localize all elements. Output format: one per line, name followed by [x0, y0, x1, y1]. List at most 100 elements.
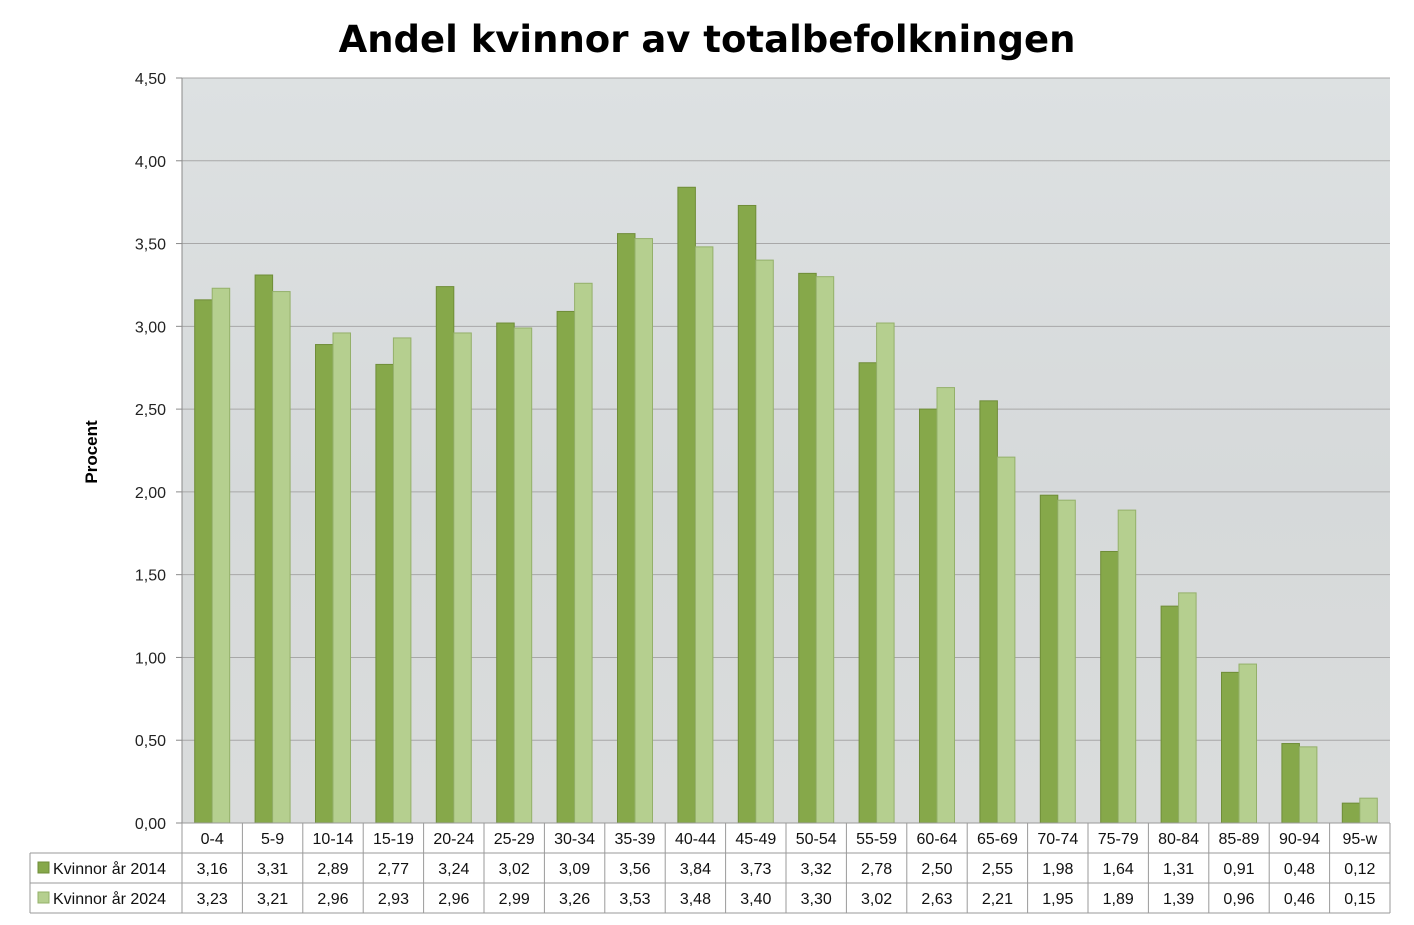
bar-series2-75-79 — [1117, 509, 1137, 824]
table-cell: 2,55 — [982, 861, 1013, 878]
bar-series1-60-64 — [919, 408, 938, 824]
category-label: 95-w — [1342, 831, 1377, 848]
category-label: 75-79 — [1098, 831, 1139, 848]
bar-series2-40-44 — [694, 246, 714, 824]
bar-series1-25-29 — [496, 322, 515, 824]
bar-series1-50-54 — [798, 272, 817, 824]
category-label: 30-34 — [554, 831, 595, 848]
table-cell: 2,78 — [861, 861, 892, 878]
y-tick-label: 3,50 — [135, 237, 166, 254]
y-tick-label: 0,00 — [135, 816, 166, 833]
table-cell: 1,64 — [1103, 861, 1134, 878]
table-cell: 3,26 — [559, 891, 590, 908]
table-cell: 2,89 — [317, 861, 348, 878]
y-tick-label: 1,50 — [135, 568, 166, 585]
bar-series2-50-54 — [815, 276, 835, 824]
table-cell: 2,77 — [378, 861, 409, 878]
table-cell: 2,99 — [499, 891, 530, 908]
category-label: 40-44 — [675, 831, 716, 848]
category-label: 80-84 — [1158, 831, 1199, 848]
bar-series1-35-39 — [617, 233, 636, 824]
bar-series1-5-9 — [254, 274, 274, 824]
y-tick-label: 1,00 — [135, 650, 166, 667]
table-cell: 3,30 — [801, 891, 832, 908]
category-label: 15-19 — [373, 831, 414, 848]
table-cell: 0,46 — [1284, 891, 1315, 908]
category-label: 35-39 — [615, 831, 656, 848]
y-axis: 0,00 0,50 1,00 1,50 2,00 2,50 3,00 3,50 4,00 4,50 — [135, 71, 183, 833]
bar-series2-55-59 — [876, 322, 895, 824]
y-tick-label: 2,50 — [135, 402, 166, 419]
table-cell: 1,31 — [1163, 861, 1194, 878]
legend-label: Kvinnor år 2024 — [53, 890, 166, 908]
table-cell: 3,53 — [619, 891, 650, 908]
legend-label: Kvinnor år 2014 — [53, 860, 166, 878]
bar-series1-55-59 — [858, 362, 878, 824]
bar-series2-95-w — [1359, 797, 1378, 824]
y-tick-label: 4,00 — [135, 154, 166, 171]
table-cell: 0,96 — [1223, 891, 1254, 908]
table-cell: 3,48 — [680, 891, 711, 908]
bar-series2-30-34 — [574, 282, 593, 824]
bar-series1-20-24 — [435, 286, 455, 824]
bar-series2-85-89 — [1238, 663, 1257, 824]
table-cell: 0,12 — [1344, 861, 1375, 878]
category-label: 5-9 — [261, 831, 284, 848]
data-table: 0-4 5-9 10-14 15-19 20-24 25-29 30-34 35-39 40-4… — [29, 822, 1391, 914]
category-label: 85-89 — [1219, 831, 1260, 848]
table-cell: 1,95 — [1042, 891, 1073, 908]
bar-series1-90-94 — [1281, 743, 1300, 824]
table-cell: 2,50 — [921, 861, 952, 878]
category-label: 90-94 — [1279, 831, 1320, 848]
bar-series1-75-79 — [1100, 550, 1119, 824]
plot-background — [182, 78, 1390, 823]
bar-series1-70-74 — [1039, 494, 1059, 824]
table-cell: 3,56 — [619, 861, 650, 878]
category-label: 55-59 — [856, 831, 897, 848]
table-cell: 3,02 — [861, 891, 892, 908]
table-cell: 2,63 — [921, 891, 952, 908]
chart-title: Andel kvinnor av totalbefolkningen — [338, 18, 1076, 61]
bar-series2-80-84 — [1178, 592, 1197, 824]
category-label: 70-74 — [1037, 831, 1078, 848]
category-label: 10-14 — [313, 831, 354, 848]
y-tick-label: 2,00 — [135, 485, 166, 502]
table-cell: 3,16 — [197, 861, 228, 878]
category-label: 0-4 — [201, 831, 224, 848]
bar-series2-20-24 — [453, 332, 472, 824]
table-cell: 3,32 — [801, 861, 832, 878]
bar-series1-40-44 — [677, 186, 696, 824]
y-axis-label: Procent — [82, 420, 101, 484]
y-tick-label: 4,50 — [135, 71, 166, 88]
bar-series2-60-64 — [936, 387, 955, 824]
table-cell: 2,96 — [438, 891, 469, 908]
bar-series1-0-4 — [194, 299, 213, 824]
table-cell: 2,96 — [317, 891, 348, 908]
bar-series2-0-4 — [211, 287, 231, 824]
table-cell: 0,48 — [1284, 861, 1315, 878]
table-cell: 3,73 — [740, 861, 771, 878]
bar-series1-80-84 — [1160, 605, 1180, 824]
bar-series1-45-49 — [737, 204, 757, 824]
bar-series1-30-34 — [556, 310, 576, 824]
category-label: 65-69 — [977, 831, 1018, 848]
table-cell: 3,02 — [499, 861, 530, 878]
bar-series1-95-w — [1341, 802, 1361, 824]
table-cell: 1,89 — [1103, 891, 1134, 908]
category-label: 25-29 — [494, 831, 535, 848]
table-cell: 0,15 — [1344, 891, 1375, 908]
y-tick-label: 3,00 — [135, 319, 166, 336]
bar-series2-70-74 — [1057, 499, 1076, 824]
bar-series2-10-14 — [332, 332, 351, 824]
bar-series2-90-94 — [1298, 746, 1318, 824]
table-cell: 3,09 — [559, 861, 590, 878]
bar-series1-85-89 — [1221, 671, 1240, 824]
table-cell: 3,21 — [257, 891, 288, 908]
bar-series2-5-9 — [272, 291, 291, 824]
bar-series2-25-29 — [513, 327, 533, 824]
table-cell: 3,23 — [197, 891, 228, 908]
table-cell: 3,40 — [740, 891, 771, 908]
bar-series1-15-19 — [375, 363, 394, 824]
y-tick-label: 0,50 — [135, 733, 166, 750]
